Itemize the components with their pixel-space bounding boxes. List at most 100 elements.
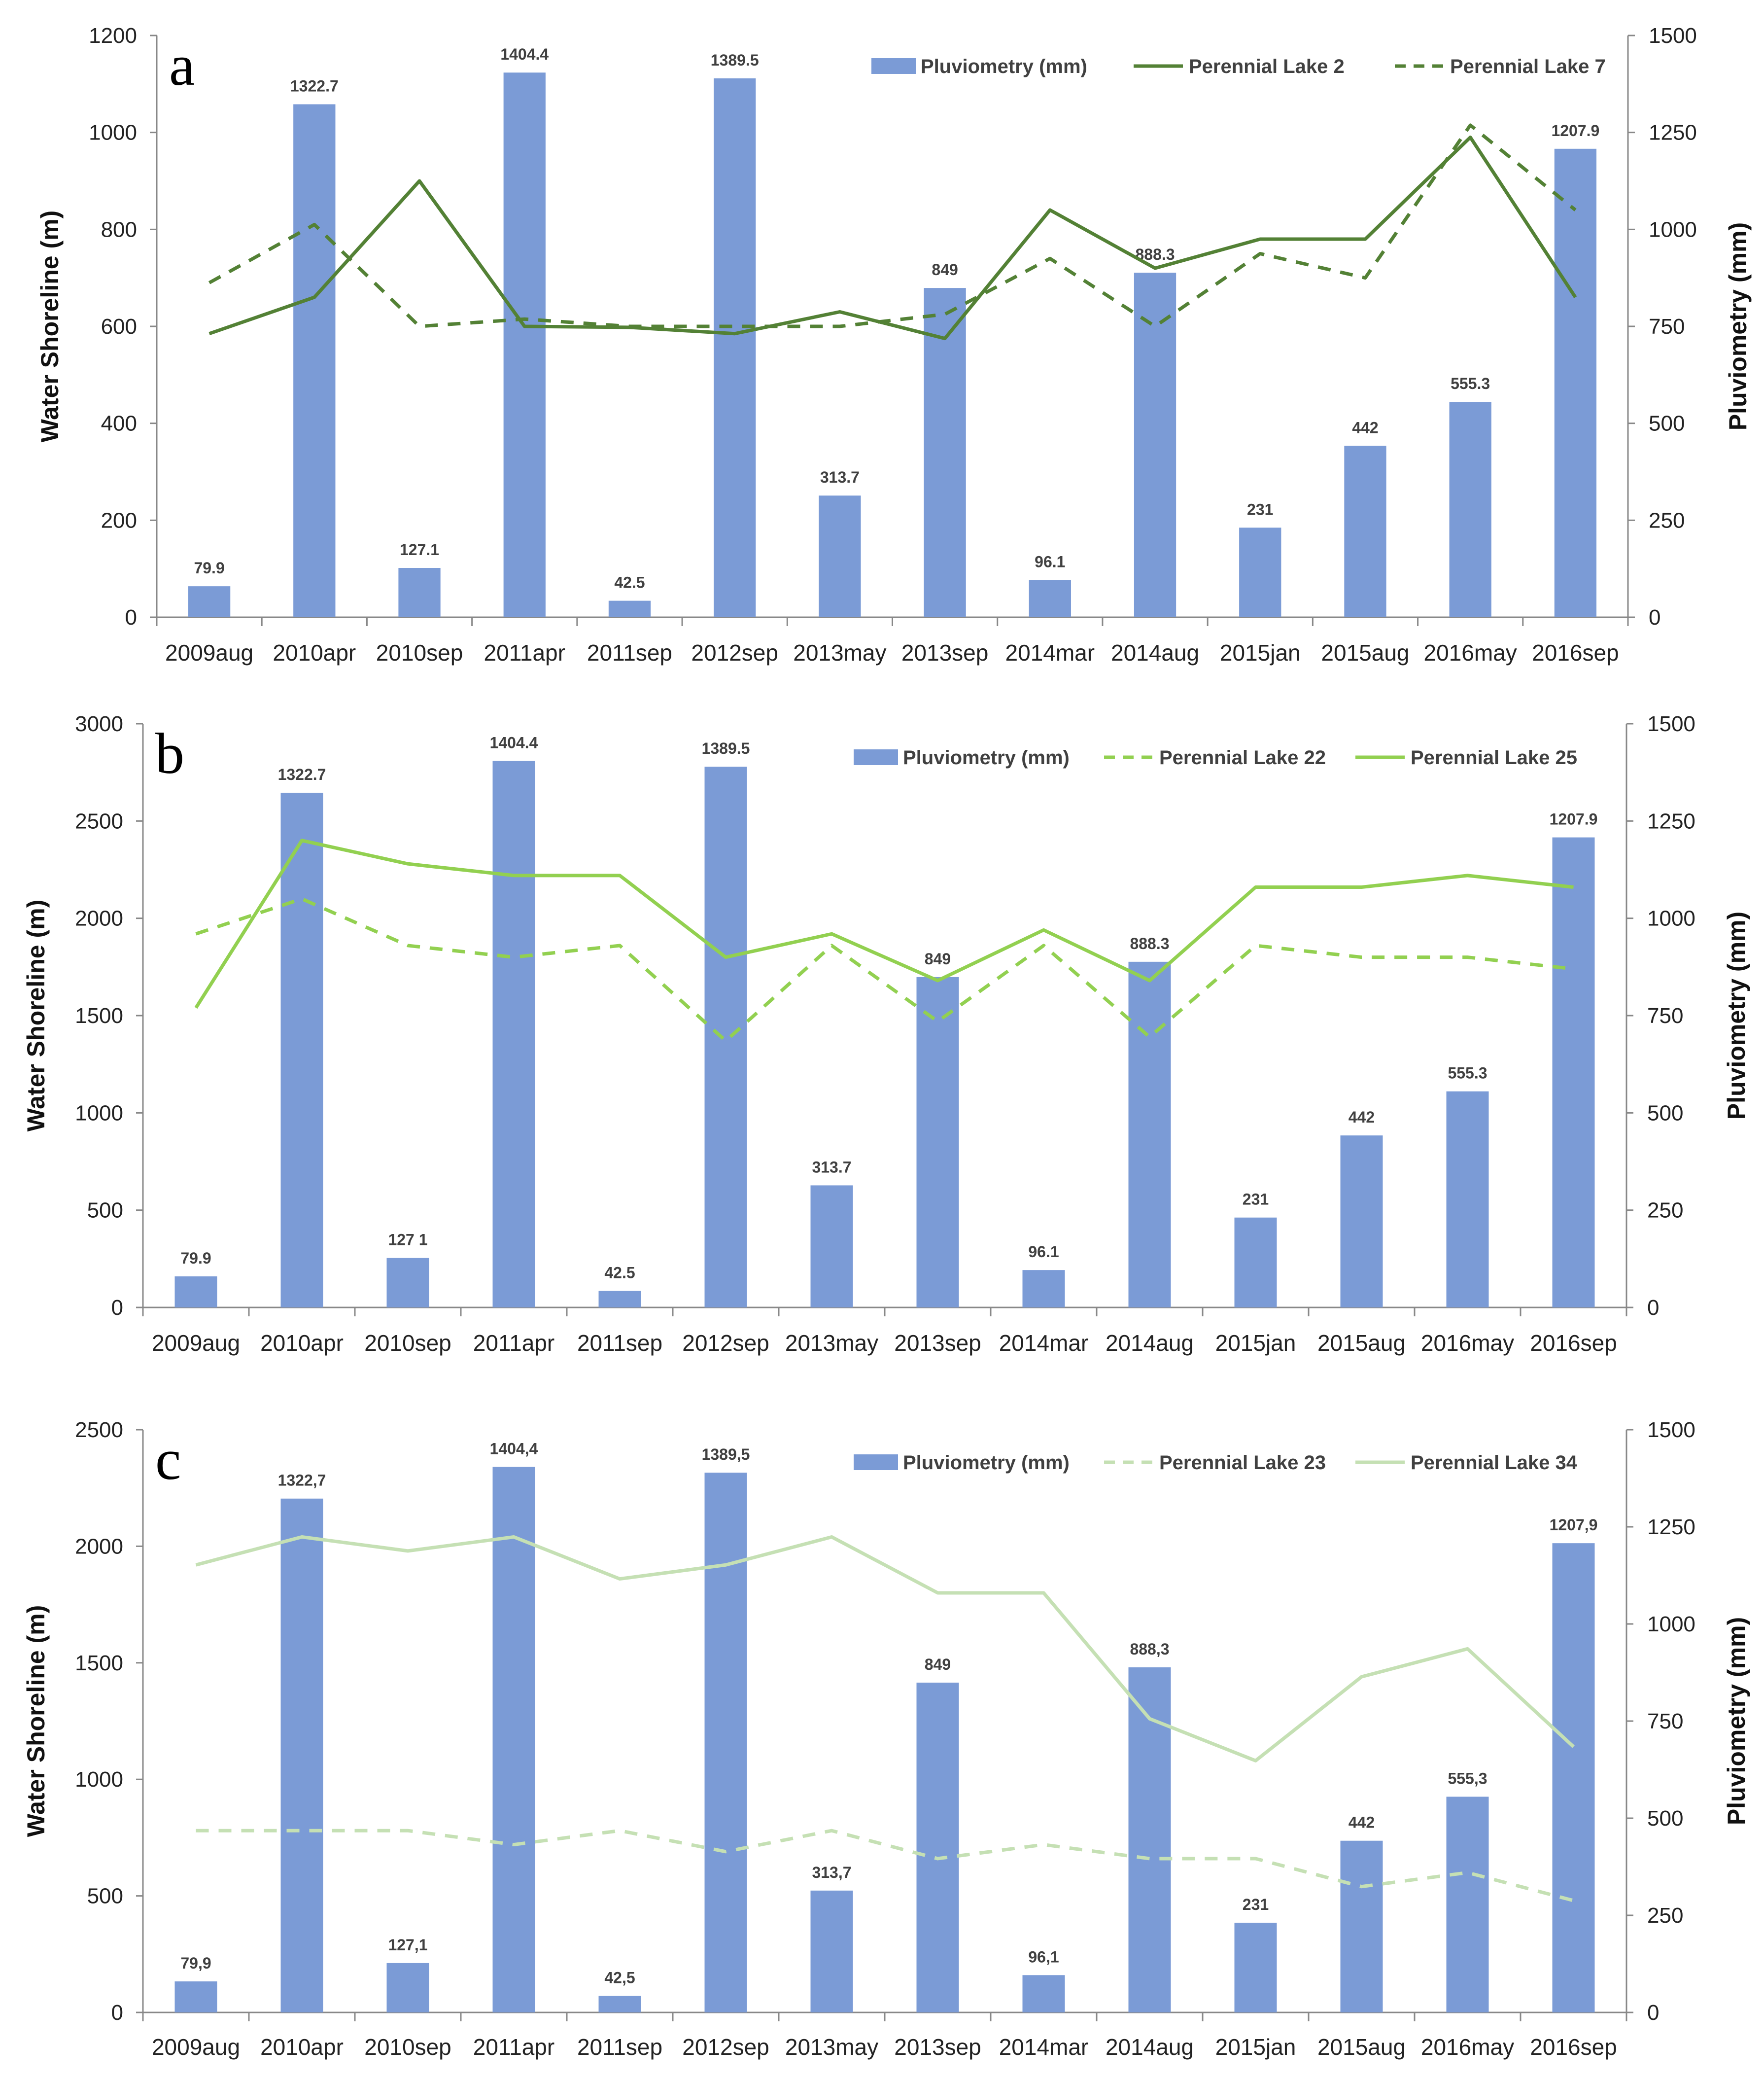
bar-data-label: 555,3	[1448, 1769, 1487, 1787]
bar-data-label: 1207.9	[1550, 810, 1598, 828]
bar-data-label: 313,7	[812, 1864, 851, 1881]
series-line-perennial-lake-23	[196, 1829, 1574, 1903]
x-category-label: 2015aug	[1321, 640, 1409, 666]
pluviometry-bar	[598, 1996, 641, 2012]
bar-data-label: 1322,7	[278, 1472, 326, 1489]
x-category-label: 2015aug	[1317, 2034, 1406, 2060]
pluviometry-bar	[1234, 1922, 1277, 2012]
bar-data-label: 1389,5	[702, 1445, 750, 1463]
bar-data-label: 231	[1243, 1191, 1269, 1208]
bar-data-label: 1322.7	[290, 77, 339, 95]
left-y-tick-label: 1200	[89, 24, 137, 48]
x-category-label: 2011apr	[484, 640, 565, 666]
pluviometry-bar	[386, 1258, 429, 1307]
left-axis-title: Water Shoreline (m)	[22, 1605, 50, 1837]
pluviometry-bar	[598, 1291, 641, 1307]
x-category-label: 2013may	[785, 2034, 878, 2060]
x-category-label: 2011apr	[473, 1330, 554, 1356]
pluviometry-bar	[188, 586, 231, 617]
pluviometry-bar	[1134, 273, 1176, 617]
legend-label: Perennial Lake 23	[1159, 1452, 1326, 1474]
bar-data-label: 231	[1247, 500, 1273, 518]
pluviometry-bar	[280, 792, 323, 1307]
left-y-tick-label: 2000	[75, 1534, 123, 1558]
x-category-label: 2009aug	[152, 1330, 240, 1356]
left-y-tick-label: 0	[125, 605, 137, 630]
bar-data-label: 231	[1243, 1896, 1269, 1913]
bar-data-label: 1389.5	[702, 740, 750, 757]
pluviometry-bar	[924, 288, 966, 617]
bar-data-label: 96,1	[1028, 1948, 1059, 1966]
x-category-label: 2010sep	[364, 2034, 451, 2060]
chart-panel-a: 0 200 400 600 800 1000 1200 0 250 500 750 1000 1250 1…	[36, 24, 1752, 666]
left-y-tick-label: 500	[87, 1198, 123, 1223]
legend-label: Pluviometry (mm)	[921, 56, 1087, 77]
bar-data-label: 1207,9	[1550, 1516, 1598, 1534]
bar-data-label: 555.3	[1448, 1064, 1487, 1082]
right-y-tick-label: 500	[1647, 1101, 1683, 1125]
bar-data-label: 127.1	[400, 541, 439, 559]
pluviometry-bar	[174, 1981, 217, 2012]
x-category-label: 2016may	[1421, 1330, 1514, 1356]
bar-data-label: 96.1	[1028, 1243, 1059, 1261]
x-category-label: 2015jan	[1220, 640, 1301, 666]
pluviometry-bar	[398, 568, 441, 617]
x-category-label: 2014aug	[1111, 640, 1199, 666]
left-axis-title: Water Shoreline (m)	[22, 900, 50, 1131]
x-category-label: 2012sep	[682, 2034, 769, 2060]
bar-data-label: 1207.9	[1551, 122, 1599, 140]
bar-data-label: 42.5	[604, 1264, 635, 1281]
right-y-tick-label: 500	[1647, 1806, 1683, 1831]
x-category-label: 2011sep	[577, 1330, 662, 1356]
legend-label: Pluviometry (mm)	[903, 747, 1070, 769]
left-y-tick-label: 800	[101, 217, 137, 242]
bar-data-label: 127,1	[388, 1936, 427, 1954]
pluviometry-bar	[810, 1890, 853, 2012]
x-category-label: 2014aug	[1106, 2034, 1194, 2060]
pluviometry-bar	[386, 1963, 429, 2012]
right-axis-title: Pluviometry (mm)	[1723, 912, 1750, 1120]
left-y-tick-label: 500	[87, 1884, 123, 1908]
bar-data-label: 42.5	[614, 574, 645, 592]
pluviometry-bar	[1554, 148, 1597, 617]
right-axis-title: Pluviometry (mm)	[1723, 1617, 1750, 1825]
bar-data-label: 1404,4	[490, 1440, 538, 1457]
x-category-label: 2010sep	[376, 640, 463, 666]
pluviometry-bar	[492, 761, 535, 1307]
bar-data-label: 1389.5	[711, 51, 759, 69]
legend-bar-swatch	[854, 749, 898, 765]
chart-panel-b: 0 500 1000 1500 2000 2500 3000 0 250 500 750 1000 12…	[22, 712, 1750, 1356]
legend-bar-swatch	[871, 58, 916, 74]
right-y-tick-label: 500	[1649, 412, 1685, 436]
x-category-label: 2013sep	[894, 1330, 981, 1356]
pluviometry-bar	[1552, 1543, 1595, 2012]
left-y-tick-label: 1500	[75, 1004, 123, 1028]
left-y-tick-label: 1500	[75, 1651, 123, 1675]
bar-data-label: 96.1	[1035, 553, 1065, 570]
right-y-tick-label: 1500	[1647, 1418, 1695, 1442]
pluviometry-bar	[819, 495, 861, 617]
pluviometry-bar	[1128, 961, 1171, 1307]
left-y-tick-label: 1000	[75, 1767, 123, 1792]
x-category-label: 2016sep	[1530, 1330, 1617, 1356]
legend-label: Perennial Lake 22	[1159, 747, 1326, 769]
x-category-label: 2011apr	[473, 2034, 554, 2060]
x-category-label: 2014mar	[1005, 640, 1095, 666]
pluviometry-bar	[608, 600, 651, 617]
legend-label: Perennial Lake 34	[1411, 1452, 1578, 1474]
x-category-label: 2013may	[785, 1330, 878, 1356]
right-y-tick-label: 1000	[1649, 217, 1697, 242]
pluviometry-bar	[1340, 1135, 1383, 1307]
x-category-label: 2016may	[1424, 640, 1517, 666]
x-category-label: 2016sep	[1532, 640, 1619, 666]
pluviometry-bar	[916, 1682, 959, 2012]
left-y-tick-label: 400	[101, 412, 137, 436]
legend-label: Perennial Lake 7	[1450, 56, 1606, 77]
x-category-label: 2016sep	[1530, 2034, 1617, 2060]
panel-letter: a	[169, 33, 195, 98]
left-y-tick-label: 3000	[75, 712, 123, 736]
legend-label: Perennial Lake 2	[1189, 56, 1345, 77]
pluviometry-bar	[174, 1276, 217, 1307]
right-y-tick-label: 1000	[1647, 907, 1695, 931]
legend-label: Perennial Lake 25	[1411, 747, 1577, 769]
